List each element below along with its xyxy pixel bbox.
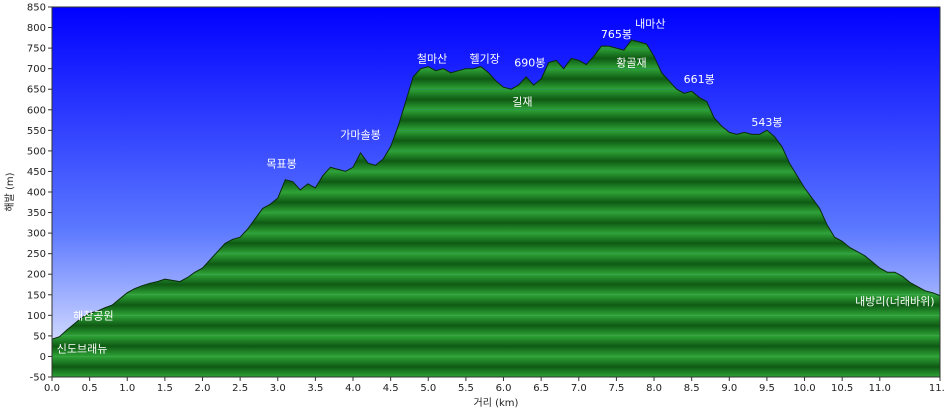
x-tick-label: 4.5	[383, 383, 399, 394]
peak-label: 내마산	[635, 18, 665, 31]
peak-label: 543봉	[751, 116, 782, 129]
peak-label: 철마산	[417, 53, 447, 66]
y-tick-label: 50	[33, 331, 46, 342]
x-tick-label: 3.0	[270, 383, 286, 394]
x-tick-label: 8.0	[646, 383, 662, 394]
x-tick-label: 11.8	[929, 383, 945, 394]
peak-label: 내방리(너래바위)	[855, 295, 934, 308]
y-tick-label: 800	[27, 23, 46, 34]
peak-label: 헬기장	[470, 53, 500, 66]
y-tick-label: 200	[27, 270, 46, 281]
peak-label: 해참공원	[73, 308, 113, 322]
y-tick-label: 750	[27, 44, 46, 55]
peak-label: 황골재	[616, 57, 646, 70]
y-tick-label: 450	[27, 167, 46, 178]
peak-label: 661봉	[684, 73, 715, 86]
x-tick-label: 9.5	[759, 383, 775, 394]
x-tick-label: 1.0	[119, 383, 135, 394]
peak-label: 길재	[512, 96, 532, 109]
terrain-band	[52, 274, 940, 295]
y-tick-label: 400	[27, 188, 46, 199]
peak-label: 690봉	[514, 57, 545, 70]
terrain-band	[52, 294, 940, 316]
y-axis-ticks: -50 0 50 100 150 200 250 300 350 400 450 500 550 600 6…	[27, 3, 52, 384]
y-tick-label: 700	[27, 64, 46, 75]
y-tick-label: 500	[27, 146, 46, 157]
x-tick-label: 6.0	[496, 383, 512, 394]
y-tick-label: 0	[40, 352, 46, 363]
peak-label: 신도브래뉴	[57, 342, 108, 355]
x-tick-label: 9.0	[721, 383, 737, 394]
y-tick-label: 250	[27, 249, 46, 260]
terrain-band	[52, 212, 940, 234]
terrain-band	[52, 335, 940, 357]
x-tick-label: 5.0	[420, 383, 436, 394]
y-tick-label: 150	[27, 290, 46, 301]
y-axis-title: 해발 (m)	[3, 172, 16, 211]
terrain-band	[52, 233, 940, 254]
x-tick-label: 10.0	[793, 383, 815, 394]
peak-label: 765봉	[601, 28, 632, 41]
terrain-band	[52, 356, 940, 377]
x-tick-label: 1.5	[157, 383, 173, 394]
peak-label: 목표봉	[266, 157, 296, 170]
x-tick-label: 4.0	[345, 383, 361, 394]
x-tick-label: 0.5	[82, 383, 98, 394]
terrain-band	[52, 315, 940, 336]
x-tick-label: 3.5	[307, 383, 323, 394]
terrain-band	[52, 253, 940, 275]
y-tick-label: 850	[27, 3, 46, 14]
x-tick-label: 5.5	[458, 383, 474, 394]
x-axis-ticks: 0.0 0.5 1.0 1.5 2.0 2.5 3.0 3.5 4.0 4.5 5.0 5.5 6.0 6…	[44, 377, 945, 394]
x-tick-label: 2.5	[232, 383, 248, 394]
x-tick-label: 2.0	[195, 383, 211, 394]
y-tick-label: 550	[27, 126, 46, 137]
x-tick-label: 0.0	[44, 383, 60, 394]
x-tick-label: 7.5	[608, 383, 624, 394]
y-tick-label: 300	[27, 229, 46, 240]
x-tick-label: 11.0	[869, 383, 891, 394]
x-axis-title: 거리 (km)	[474, 397, 519, 409]
peak-label: 가마솔봉	[340, 129, 380, 142]
y-tick-label: 350	[27, 208, 46, 219]
x-tick-label: 8.5	[684, 383, 700, 394]
y-tick-label: 650	[27, 85, 46, 96]
y-tick-label: -50	[30, 373, 46, 384]
x-tick-label: 7.0	[571, 383, 587, 394]
x-tick-label: 10.5	[831, 383, 853, 394]
x-tick-label: 6.5	[533, 383, 549, 394]
elevation-profile-line	[51, 39, 941, 340]
y-tick-label: 100	[27, 311, 46, 322]
y-tick-label: 600	[27, 105, 46, 116]
